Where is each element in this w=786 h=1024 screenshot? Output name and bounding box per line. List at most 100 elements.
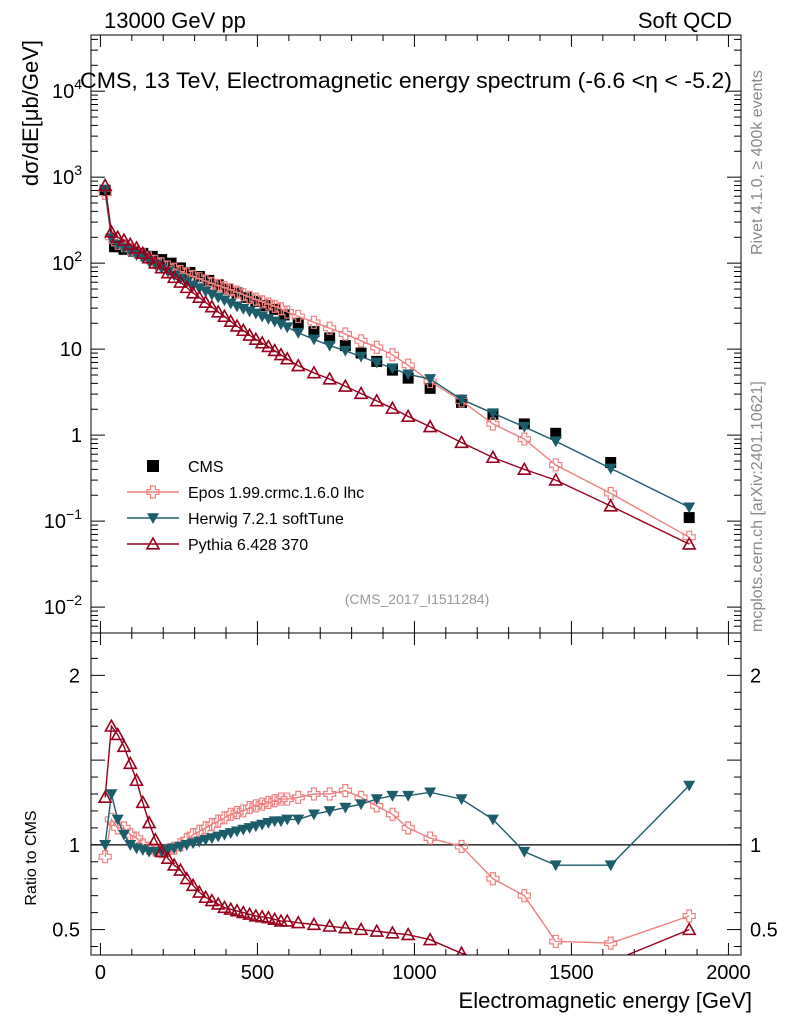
ratio-line (104, 724, 690, 955)
ratio-point (401, 821, 415, 835)
data-point (198, 294, 213, 308)
plot-title: CMS, 13 TeV, Electromagnetic energy spec… (80, 68, 732, 93)
data-point (355, 351, 368, 363)
data-point (307, 334, 320, 346)
y-tick-label: 102 (52, 248, 82, 275)
data-point (261, 297, 276, 311)
ratio-point (681, 921, 697, 936)
legend-marker (147, 513, 159, 524)
data-point (385, 348, 400, 362)
data-point (486, 417, 500, 431)
ratio-point (369, 923, 385, 937)
data-point (280, 305, 294, 319)
ratio-point (339, 802, 352, 814)
ratio-point (154, 843, 170, 858)
ratio-point (422, 932, 438, 946)
data-point (199, 286, 212, 298)
ratio-point (290, 915, 306, 929)
data-point (681, 536, 697, 550)
data-point (516, 461, 532, 475)
ratio-point (549, 860, 562, 872)
data-point (683, 512, 695, 524)
data-point (160, 265, 176, 279)
ratio-point (353, 921, 369, 936)
data-point (205, 276, 219, 291)
data-point (683, 502, 696, 514)
data-point (229, 318, 245, 332)
x-tick-label: 2000 (706, 962, 751, 984)
data-point (191, 289, 207, 303)
data-point (165, 257, 177, 269)
legend-item: CMS (147, 459, 224, 476)
data-point (323, 340, 336, 352)
x-axis-label: Electromagnetic energy [GeV] (459, 988, 752, 1013)
data-point (268, 299, 282, 313)
ratio-point (292, 814, 305, 826)
ratio-point (323, 806, 336, 817)
data-point (242, 290, 257, 304)
ratio-point (610, 954, 612, 955)
ratio-point (160, 850, 176, 865)
ratio-point (281, 814, 294, 826)
ratio-y-tick-label: 0.5 (52, 920, 80, 942)
ratio-point (99, 840, 112, 851)
ratio-point (400, 927, 416, 941)
ratio-point (323, 787, 337, 801)
ratio-point (518, 846, 531, 858)
data-point (604, 486, 618, 501)
ratio-point (455, 794, 468, 806)
data-point (307, 315, 321, 329)
ratio-point (211, 814, 225, 828)
data-point (605, 457, 617, 469)
ratio-point (124, 840, 137, 851)
ratio-point (224, 807, 238, 821)
data-point (604, 463, 617, 475)
data-point (184, 266, 196, 278)
ratio-point (424, 787, 437, 799)
ratio-point (242, 906, 257, 920)
y-tick-label: 103 (52, 162, 82, 189)
data-point (223, 313, 239, 328)
data-point (424, 382, 436, 394)
data-point (173, 274, 188, 288)
ratio-point (355, 799, 368, 811)
data-point (217, 308, 232, 323)
ratio-point (487, 957, 499, 968)
ratio-point (111, 814, 124, 826)
data-point (518, 421, 531, 433)
data-point (218, 295, 231, 307)
data-point (322, 371, 338, 385)
ratio-y-tick-label-right: 0.5 (750, 920, 778, 942)
data-point (129, 240, 144, 254)
data-point (454, 434, 469, 449)
data-point (337, 378, 353, 392)
side-rivet-label: Rivet 4.1.0, ≥ 400k events (749, 70, 766, 255)
data-point (308, 326, 320, 338)
ratio-point (117, 829, 130, 841)
data-point (370, 357, 383, 369)
ratio-point (261, 910, 276, 924)
data-point (203, 274, 215, 286)
data-point (385, 400, 400, 414)
y-tick-label: 10−1 (44, 506, 82, 533)
ratio-point (307, 809, 320, 821)
ratio-point (116, 738, 132, 753)
side-mcplots-label: mcplots.cern.ch [arXiv:2401.10621] (749, 381, 766, 632)
data-point (154, 260, 170, 274)
data-point (339, 345, 352, 357)
x-tick-label: 1500 (549, 962, 594, 984)
data-point (324, 332, 336, 344)
data-point (148, 255, 163, 269)
header-right: Soft QCD (638, 8, 732, 33)
data-point (224, 298, 237, 310)
ratio-point (235, 904, 251, 919)
ratio-point (604, 936, 618, 950)
ratio-point (261, 795, 276, 810)
data-point (261, 338, 276, 353)
data-point (249, 292, 263, 306)
legend-marker (147, 460, 159, 472)
data-point (255, 295, 269, 309)
ratio-point (456, 945, 467, 955)
ratio-point (370, 794, 383, 806)
